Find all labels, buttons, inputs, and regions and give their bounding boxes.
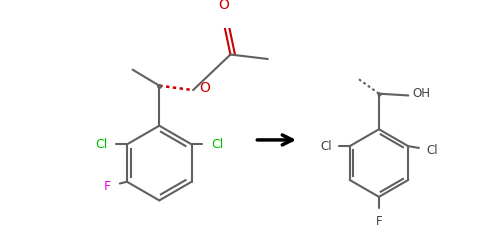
Text: O: O [200, 81, 210, 95]
Text: Cl: Cl [426, 144, 438, 157]
Text: F: F [376, 215, 382, 228]
Text: Cl: Cl [95, 138, 108, 151]
Text: F: F [104, 180, 111, 193]
Text: OH: OH [413, 87, 431, 100]
Text: Cl: Cl [320, 140, 332, 153]
Text: O: O [218, 0, 229, 12]
Text: Cl: Cl [211, 138, 224, 151]
